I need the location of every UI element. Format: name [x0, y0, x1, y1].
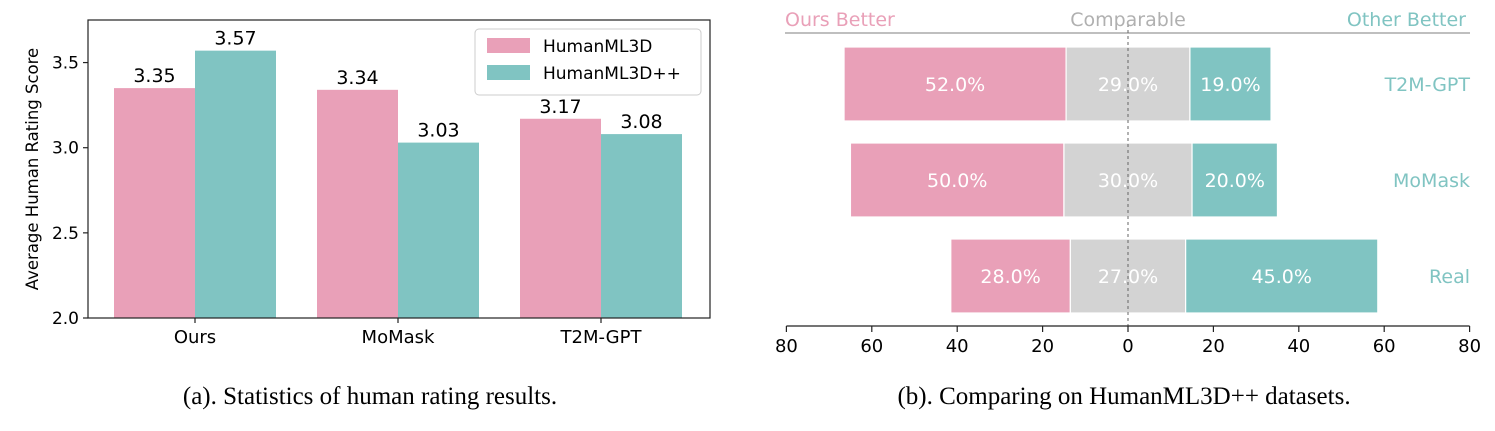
x-tick-label: 60 [1373, 336, 1396, 357]
row-label-real: Real [1429, 266, 1470, 288]
x-tick-label: 20 [1202, 336, 1225, 357]
row-label-momask: MoMask [1393, 170, 1470, 192]
header-label-ours-better: Ours Better [785, 9, 895, 31]
y-tick-label: 2.0 [52, 309, 79, 329]
data-label: 3.17 [539, 96, 581, 118]
data-label: 3.08 [620, 111, 662, 133]
plot-frame [87, 19, 711, 319]
segment-label: 50.0% [927, 170, 987, 192]
y-tick-label: 3.5 [52, 54, 79, 74]
legend-label: HumanML3D++ [543, 64, 681, 84]
segment-label: 45.0% [1252, 266, 1312, 288]
data-label: 3.35 [133, 65, 175, 87]
x-tick-label: 80 [775, 336, 798, 357]
segment-label: 28.0% [980, 266, 1040, 288]
bar-humanml3d-t2m-gpt [520, 118, 601, 318]
segment-ours-better-real [950, 238, 1071, 314]
x-tick-label: MoMask [362, 327, 435, 348]
bar-humanml3dplusplus-momask [398, 142, 479, 318]
legend: HumanML3D HumanML3D++ [474, 28, 702, 96]
y-tick-label: 2.5 [52, 224, 79, 244]
row-label-t2m-gpt: T2M-GPT [1384, 74, 1471, 96]
segment-other-better-momask [1191, 142, 1279, 218]
x-tick-label: 40 [1287, 336, 1310, 357]
header-label-other-better: Other Better [1347, 9, 1466, 31]
segment-label: 20.0% [1205, 170, 1265, 192]
bar-humanml3dplusplus-t2m-gpt [601, 134, 682, 318]
header-label-comparable: Comparable [1070, 9, 1186, 31]
bar-humanml3d-momask [317, 89, 398, 319]
legend-swatch [487, 38, 530, 53]
segment-other-better-t2m-gpt [1189, 46, 1272, 122]
segment-label: 52.0% [925, 74, 985, 96]
legend-box [474, 28, 702, 96]
bar-humanml3dplusplus-ours [195, 50, 276, 318]
x-tick-label: 40 [946, 336, 969, 357]
legend-swatch [487, 65, 530, 80]
bar-humanml3d-ours [114, 88, 195, 318]
segment-label: 19.0% [1200, 74, 1260, 96]
chart-a-rating-bars: 3.35 3.34 3.17 3.57 3.03 3.08 2.0 2.5 3.0 3.5 Ours… [23, 19, 711, 410]
caption-b: (b). Comparing on HumanML3D++ datasets. [897, 383, 1350, 410]
x-tick-label: Ours [174, 327, 216, 348]
x-tick-label: 60 [860, 336, 883, 357]
y-tick-label: 3.0 [52, 139, 79, 159]
segment-other-better-real [1185, 238, 1379, 314]
y-axis-label: Average Human Rating Score [23, 48, 42, 290]
data-label: 3.57 [214, 28, 256, 50]
x-tick-label: T2M-GPT [560, 327, 643, 348]
legend-label: HumanML3D [543, 37, 652, 57]
segment-ours-better-t2m-gpt [843, 46, 1067, 122]
data-label: 3.03 [417, 120, 459, 142]
x-tick-label: 80 [1458, 336, 1481, 357]
x-tick-label: 20 [1031, 336, 1054, 357]
data-label: 3.34 [336, 67, 378, 89]
caption-a: (a). Statistics of human rating results. [183, 383, 557, 410]
x-tick-label: 0 [1122, 336, 1133, 357]
